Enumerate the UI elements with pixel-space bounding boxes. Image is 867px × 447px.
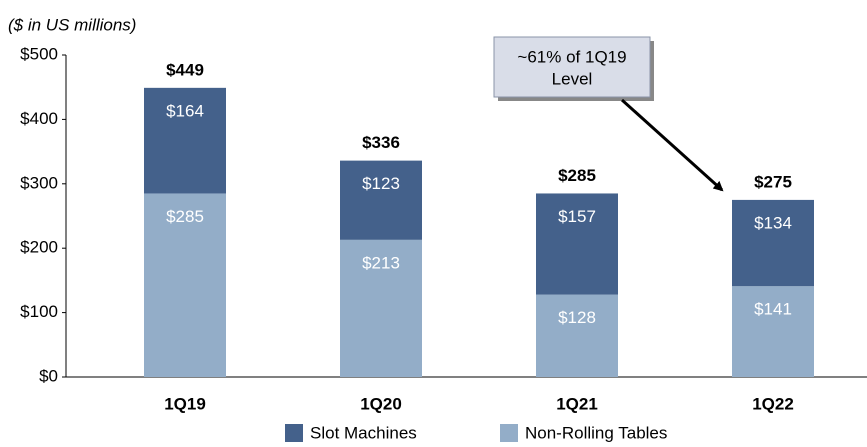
bar-segment bbox=[732, 199, 814, 287]
legend-label: Non-Rolling Tables bbox=[525, 423, 667, 442]
bar-segment bbox=[144, 193, 226, 377]
total-label: $449 bbox=[166, 60, 204, 79]
x-tick-label: 1Q19 bbox=[164, 394, 206, 413]
annotation: Level bbox=[552, 69, 593, 88]
value-label: $285 bbox=[166, 207, 204, 226]
x-tick-label: 1Q22 bbox=[752, 394, 794, 413]
total-label: $275 bbox=[754, 172, 792, 191]
subtitle: ($ in US millions) bbox=[8, 15, 136, 34]
legend-label: Slot Machines bbox=[310, 423, 417, 442]
legend-swatch bbox=[500, 424, 518, 442]
x-tick-label: 1Q20 bbox=[360, 394, 402, 413]
bar-segment bbox=[732, 286, 814, 377]
bar-segment bbox=[536, 294, 618, 377]
annotation-box bbox=[493, 36, 651, 98]
y-tick-label: $400 bbox=[20, 109, 58, 128]
y-tick-label: $200 bbox=[20, 238, 58, 257]
annotation: ~61% of 1Q19 bbox=[517, 47, 626, 66]
value-label: $213 bbox=[362, 253, 400, 272]
bar-segment bbox=[144, 87, 226, 194]
value-label: $164 bbox=[166, 101, 204, 120]
legend-swatch bbox=[285, 424, 303, 442]
y-tick-label: $300 bbox=[20, 173, 58, 192]
total-label: $336 bbox=[362, 133, 400, 152]
bar-segment bbox=[340, 239, 422, 377]
value-label: $141 bbox=[754, 300, 792, 319]
x-tick-label: 1Q21 bbox=[556, 394, 598, 413]
value-label: $128 bbox=[558, 308, 596, 327]
bar-segment bbox=[340, 160, 422, 240]
annotation-arrow bbox=[620, 98, 724, 192]
total-label: $285 bbox=[558, 166, 596, 185]
value-label: $123 bbox=[362, 174, 400, 193]
y-tick-label: $100 bbox=[20, 302, 58, 321]
y-tick-label: $500 bbox=[20, 44, 58, 63]
value-label: $157 bbox=[558, 207, 596, 226]
y-tick-label: $0 bbox=[39, 366, 58, 385]
bar-segment bbox=[536, 193, 618, 295]
value-label: $134 bbox=[754, 213, 792, 232]
